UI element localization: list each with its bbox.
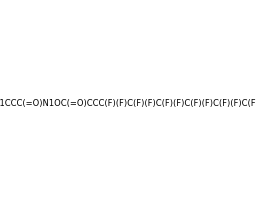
Text: O=C1CCC(=O)N1OC(=O)CCC(F)(F)C(F)(F)C(F)(F)C(F)(F)C(F)(F)C(F)(F)F: O=C1CCC(=O)N1OC(=O)CCC(F)(F)C(F)(F)C(F)(… [0, 98, 256, 108]
